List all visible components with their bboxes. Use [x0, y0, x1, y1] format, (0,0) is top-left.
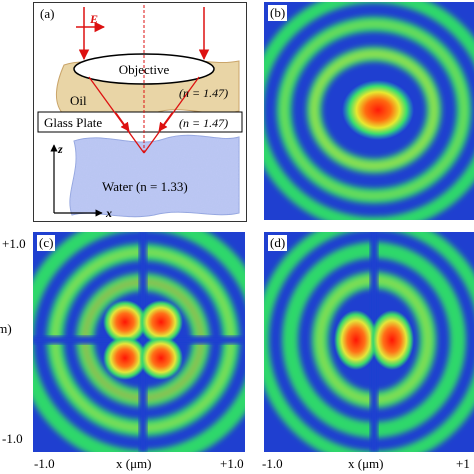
lobe-c-br: [139, 336, 183, 380]
panel-b-intensity-map: (b): [264, 2, 474, 220]
panel-d-intensity-map: (d): [264, 232, 474, 452]
panel-b-label: (b): [268, 5, 288, 21]
objective-lens: [73, 53, 215, 85]
x-axis-label-c: x (μm): [116, 456, 152, 471]
x-tick-left-c: -1.0: [34, 456, 55, 471]
x-tick-left-d: -1.0: [262, 456, 283, 471]
cone-right: [143, 76, 200, 154]
central-spot-b: [342, 80, 414, 140]
y-tick-bottom: -1.0: [2, 431, 23, 446]
label-water: Water (n = 1.33): [102, 179, 188, 194]
rings-plot-d: [264, 232, 474, 452]
x-tick-right-c: +1.0: [220, 456, 244, 471]
setup-diagram: E Objective Oil (n = 1.47) Glass Plate (…: [37, 5, 243, 220]
lobe-d-left: [334, 310, 378, 370]
lobe-c-tr: [139, 300, 183, 344]
label-glass-index: (n = 1.47): [179, 116, 228, 130]
label-oil-index: (n = 1.47): [179, 86, 228, 100]
cone-left: [88, 76, 145, 154]
glass-plate: [37, 111, 243, 133]
x-axis-label-d: x (μm): [348, 456, 384, 471]
lobe-c-bl: [103, 336, 147, 380]
y-axis-label: (μm): [0, 321, 12, 336]
label-objective: Objective: [119, 62, 170, 77]
rings-plot-b: [264, 2, 474, 220]
panel-c-label: (c): [37, 235, 56, 251]
rings-plot-c: [33, 232, 245, 452]
lobe-d-right: [370, 310, 414, 370]
x-tick-right-d: +1: [456, 456, 470, 471]
label-glass-plate: Glass Plate: [44, 115, 102, 130]
label-oil: Oil: [70, 93, 87, 108]
panel-a-label: (a): [38, 6, 57, 22]
y-tick-top: +1.0: [2, 236, 26, 251]
panel-d-label: (d): [268, 235, 288, 251]
panel-a-schematic: E Objective Oil (n = 1.47) Glass Plate (…: [33, 2, 247, 222]
label-x-axis: x: [105, 206, 112, 220]
label-e-field: E: [89, 12, 98, 26]
panel-c-intensity-map: (c): [33, 232, 245, 452]
lobe-c-tl: [103, 300, 147, 344]
label-z-axis: z: [57, 142, 63, 156]
